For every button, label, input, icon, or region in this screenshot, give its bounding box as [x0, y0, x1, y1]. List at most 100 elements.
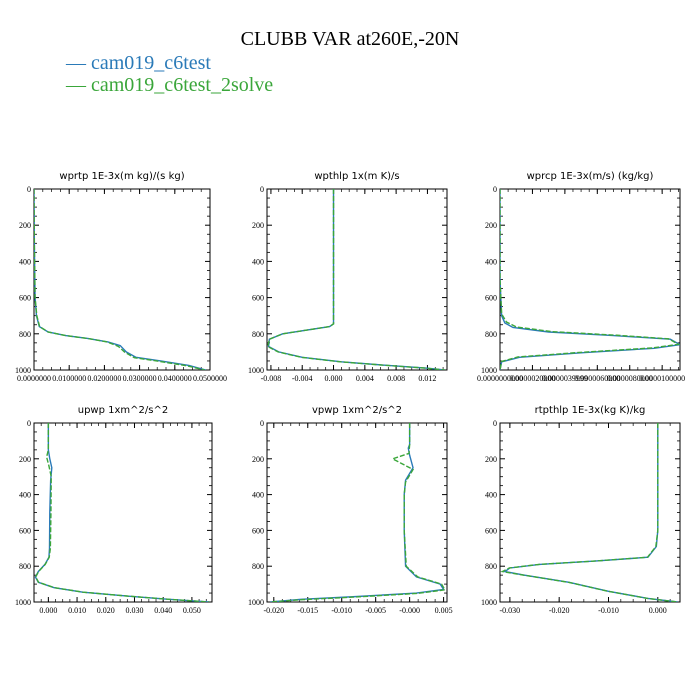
y-tick-label: 600	[485, 294, 497, 303]
x-tick-label: 0.0000080000	[607, 374, 653, 383]
series-line-cam019-c6test-2solve	[34, 189, 205, 370]
series-line-cam019-c6test	[267, 189, 445, 370]
y-tick-label: 200	[485, 455, 497, 464]
y-tick-label: 600	[252, 294, 264, 303]
x-tick-label: 0.010	[68, 606, 86, 615]
x-tick-label: -0.010	[331, 606, 352, 615]
series-line-cam019-c6test	[500, 189, 680, 370]
y-tick-label: 1000	[481, 366, 497, 375]
x-tick-label: 0.008	[387, 374, 405, 383]
y-tick-label: 200	[19, 221, 31, 230]
series-line-cam019-c6test	[503, 423, 678, 602]
x-tick-label: -0.008	[261, 374, 282, 383]
x-tick-label: -0.000	[399, 606, 420, 615]
y-tick-label: 200	[19, 455, 31, 464]
panel-2: wpthlp 1x(m K)/s 0 200 400 600 800 1000-0.008 -…	[248, 171, 448, 383]
y-tick-label: 0	[260, 185, 264, 194]
y-tick-label: 600	[19, 526, 31, 535]
plot-frame	[499, 188, 681, 371]
panel-title: wprtp 1E-3x(m kg)/(s kg)	[59, 171, 184, 182]
panel-6: rtpthlp 1E-3x(kg K)/kg02004006008001000-…	[481, 405, 681, 615]
x-tick-label: 0.000	[649, 606, 667, 615]
y-tick-label: 0	[260, 419, 264, 428]
y-tick-label: 800	[252, 330, 264, 339]
panel-title: wpthlp 1x(m K)/s	[314, 171, 399, 182]
series-line-cam019-c6test-2solve	[500, 423, 678, 602]
y-tick-label: 600	[252, 526, 264, 535]
y-tick-label: 1000	[15, 366, 31, 375]
y-tick-label: 800	[19, 330, 31, 339]
plot-frame	[266, 188, 448, 371]
series-line-cam019-c6test	[34, 423, 210, 602]
x-tick-label: -0.005	[365, 606, 386, 615]
y-tick-label: 800	[252, 562, 264, 571]
x-tick-label: 0.0100000	[52, 374, 86, 383]
x-tick-label: 0.0000000	[17, 374, 51, 383]
y-tick-label: 400	[19, 491, 31, 500]
plot-frame	[33, 188, 211, 371]
y-tick-label: 0	[27, 185, 31, 194]
y-tick-label: 0	[27, 419, 31, 428]
series-line-cam019-c6test-2solve	[267, 189, 445, 370]
x-tick-label: 0.000	[39, 606, 57, 615]
y-tick-label: 400	[252, 257, 264, 266]
x-tick-label: 0.0000039999	[542, 374, 588, 383]
y-tick-label: 1000	[15, 598, 31, 607]
y-tick-label: 600	[19, 294, 31, 303]
x-tick-label: 0.004	[356, 374, 374, 383]
series-line-cam019-c6test-2solve	[270, 423, 447, 602]
legend-item-cam019-c6test-2solve: — cam019_c6test_2solve	[66, 74, 274, 96]
y-tick-label: 800	[485, 562, 497, 571]
x-tick-label: 0.050	[183, 606, 201, 615]
x-tick-label: 0.0000100000	[639, 374, 685, 383]
x-tick-label: 0.0200000	[87, 374, 121, 383]
series-line-cam019-c6test	[270, 423, 445, 602]
x-tick-label: -0.004	[292, 374, 313, 383]
panel-title: rtpthlp 1E-3x(kg K)/kg	[535, 405, 646, 416]
x-tick-label: 0.000	[325, 374, 343, 383]
series-line-cam019-c6test	[34, 189, 206, 370]
x-tick-label: -0.030	[500, 606, 521, 615]
y-tick-label: 400	[485, 491, 497, 500]
panel-title: wprcp 1E-3x(m/s) (kg/kg)	[527, 171, 654, 182]
plot-frame	[33, 422, 213, 603]
series-line-cam019-c6test-2solve	[34, 423, 210, 602]
x-tick-label: 0.0400000	[158, 374, 192, 383]
y-tick-label: 1000	[481, 598, 497, 607]
figure-title: CLUBB VAR at260E,-20N	[240, 28, 460, 50]
x-tick-label: 0.0500000	[193, 374, 227, 383]
x-tick-label: 0.0000020000	[509, 374, 555, 383]
x-tick-label: 0.0300000	[123, 374, 157, 383]
y-tick-label: 400	[252, 491, 264, 500]
x-tick-label: 0.0000000000	[477, 374, 523, 383]
y-tick-label: 1000	[248, 598, 264, 607]
panel-title: vpwp 1xm^2/s^2	[312, 405, 402, 416]
x-tick-label: -0.010	[598, 606, 619, 615]
y-tick-label: 200	[485, 221, 497, 230]
y-tick-label: 0	[493, 419, 497, 428]
y-tick-label: 200	[252, 221, 264, 230]
x-tick-label: -0.020	[263, 606, 284, 615]
x-tick-label: -0.015	[297, 606, 318, 615]
plot-frame	[266, 422, 448, 603]
y-tick-label: 200	[252, 455, 264, 464]
panel-title: upwp 1xm^2/s^2	[78, 405, 168, 416]
series-line-cam019-c6test-2solve	[500, 189, 680, 370]
panel-4: upwp 1xm^2/s^2 0 200 400 600 800 1000 0.000 0.01…	[15, 405, 213, 615]
y-tick-label: 800	[485, 330, 497, 339]
y-tick-label: 600	[485, 526, 497, 535]
x-tick-label: -0.020	[549, 606, 570, 615]
x-tick-label: 0.012	[418, 374, 436, 383]
x-tick-label: 0.040	[154, 606, 172, 615]
y-tick-label: 800	[19, 562, 31, 571]
legend-item-cam019-c6test: — cam019_c6test	[66, 52, 211, 74]
y-tick-label: 1000	[248, 366, 264, 375]
y-tick-label: 0	[493, 185, 497, 194]
x-tick-label: 0.005	[435, 606, 453, 615]
x-tick-label: 0.0000060000	[574, 374, 620, 383]
panel-1: wprtp 1E-3x(m kg)/(s kg) 0 200 400 600 800 100…	[15, 171, 227, 383]
x-tick-label: 0.020	[97, 606, 115, 615]
panel-3: wprcp 1E-3x(m/s) (kg/kg) 0 200 400 600 800 100…	[477, 171, 685, 383]
y-tick-label: 400	[19, 257, 31, 266]
